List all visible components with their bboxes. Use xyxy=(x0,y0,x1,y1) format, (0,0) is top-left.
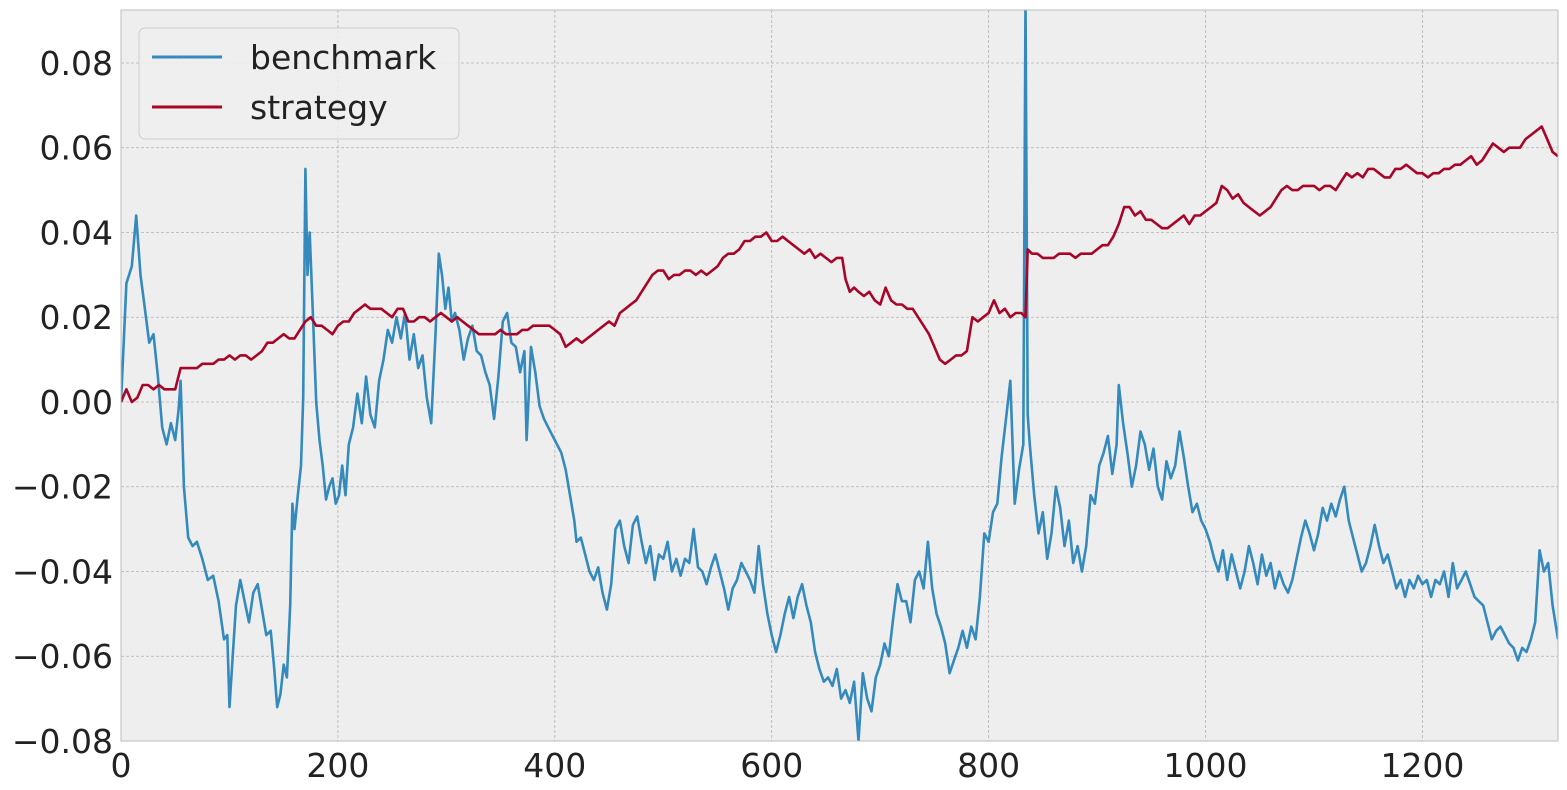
series-line-strategy xyxy=(121,125,1558,404)
x-tick-label: 600 xyxy=(740,746,803,785)
plot-frame xyxy=(120,9,1559,742)
y-tick-label: 0.00 xyxy=(40,383,113,422)
x-tick-label: 1200 xyxy=(1380,746,1464,785)
legend-label-benchmark: benchmark xyxy=(250,38,437,77)
legend-label-strategy: strategy xyxy=(250,88,388,127)
x-tick-label: 400 xyxy=(523,746,586,785)
y-tick-label: −0.06 xyxy=(12,637,113,676)
x-axis-ticks: 0 200 400 600 800 1000 1200 xyxy=(111,746,1465,785)
y-tick-label: 0.08 xyxy=(40,44,113,83)
x-tick-label: 200 xyxy=(306,746,369,785)
x-tick-label: 0 xyxy=(111,746,132,785)
x-tick-label: 1000 xyxy=(1164,746,1248,785)
y-tick-label: 0.04 xyxy=(40,213,113,252)
legend: benchmark strategy xyxy=(138,27,460,140)
y-tick-label: −0.02 xyxy=(12,468,113,507)
series-layer xyxy=(121,10,1558,741)
x-tick-label: 800 xyxy=(957,746,1020,785)
y-tick-label: −0.08 xyxy=(12,722,113,761)
y-tick-label: 0.06 xyxy=(40,129,113,168)
series-line-benchmark xyxy=(121,10,1558,741)
y-tick-label: 0.02 xyxy=(40,298,113,337)
y-tick-label: −0.04 xyxy=(12,552,113,591)
y-axis-ticks: −0.08 −0.06 −0.04 −0.02 0.00 0.02 0.04 0.06 0.08 xyxy=(12,44,113,761)
